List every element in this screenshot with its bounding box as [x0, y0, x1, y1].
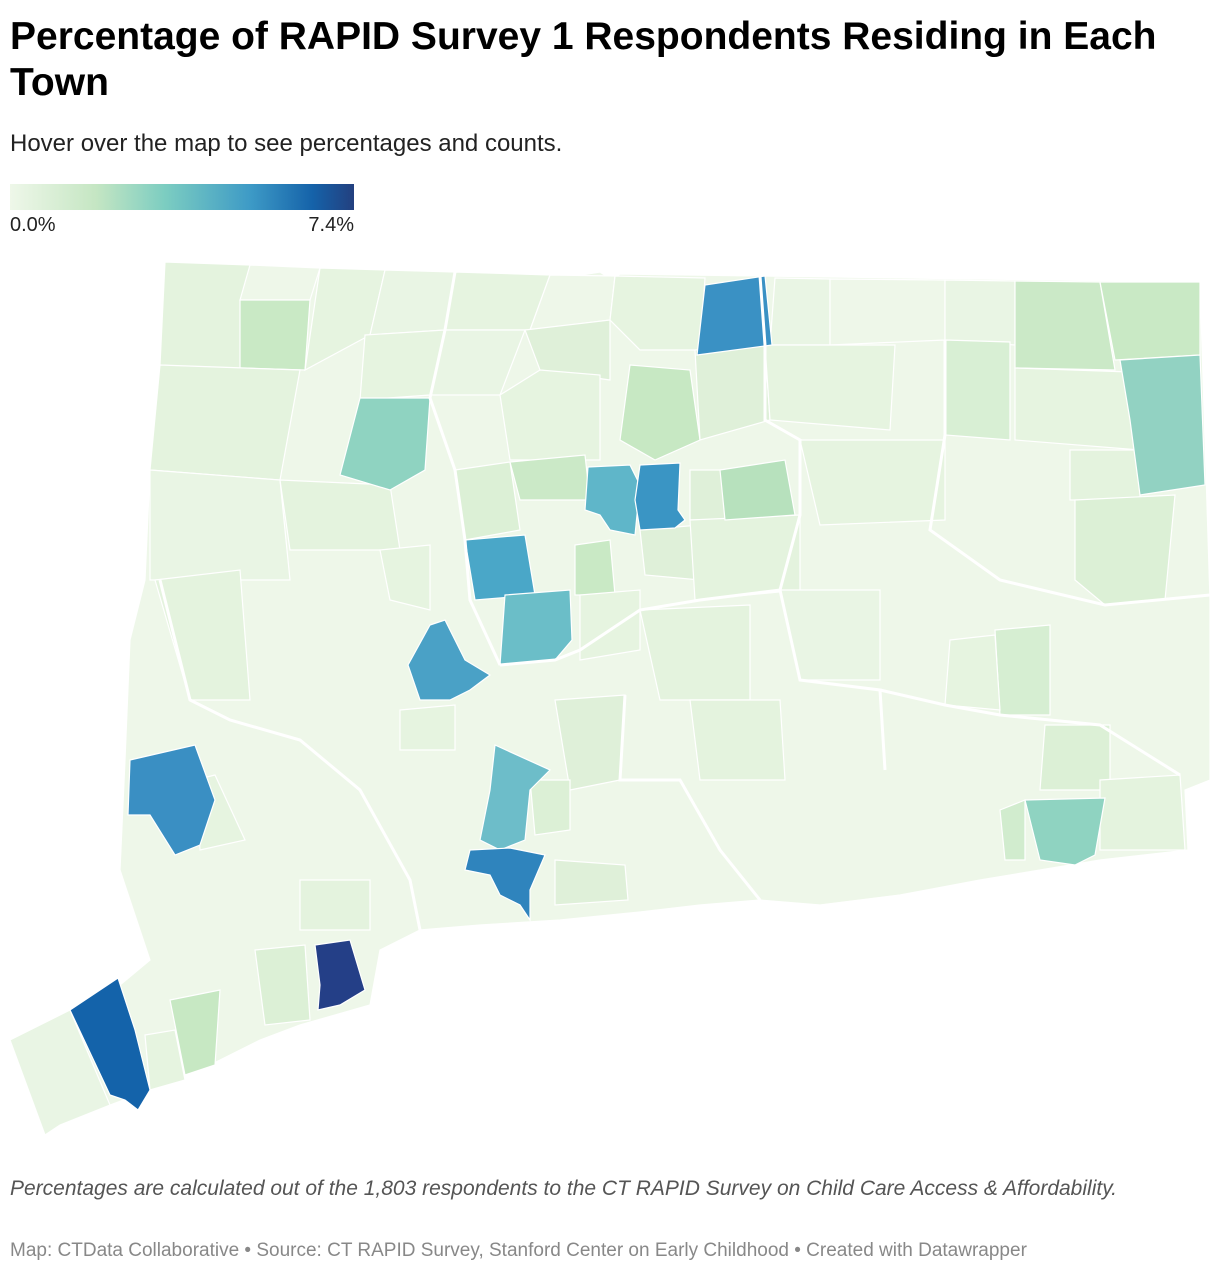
town-region[interactable] — [944, 279, 1016, 346]
town-hartford[interactable] — [634, 462, 686, 531]
town-new-london-area[interactable] — [1024, 797, 1106, 866]
town-region[interactable] — [509, 454, 591, 501]
town-region[interactable] — [639, 604, 751, 701]
town-region[interactable] — [169, 989, 221, 1076]
footnote: Percentages are calculated out of the 1,… — [10, 1177, 1117, 1200]
town-region[interactable] — [529, 779, 571, 836]
legend-min-label: 0.0% — [10, 214, 56, 236]
town-region[interactable] — [609, 275, 706, 351]
town-northeast[interactable] — [1119, 354, 1206, 496]
county-borders — [158, 271, 1211, 931]
town-region[interactable] — [769, 277, 831, 346]
connecticut-town-map[interactable] — [0, 250, 1220, 1150]
town-region[interactable] — [994, 624, 1051, 716]
town-bristol[interactable] — [464, 534, 536, 601]
legend-gradient-bar — [10, 184, 354, 210]
color-legend: 0.0% 7.4% — [10, 184, 354, 236]
town-simsbury-area[interactable] — [339, 397, 431, 491]
town-region[interactable] — [764, 344, 896, 431]
highlighted-towns — [69, 275, 1206, 1111]
town-region[interactable] — [144, 1029, 186, 1091]
town-region[interactable] — [1014, 280, 1116, 371]
town-region[interactable] — [579, 589, 641, 661]
town-region[interactable] — [279, 479, 401, 551]
town-region[interactable] — [159, 261, 251, 371]
town-region[interactable] — [1099, 774, 1186, 851]
town-danbury[interactable] — [127, 744, 216, 856]
town-bridgeport[interactable] — [314, 939, 366, 1011]
town-hartford-west[interactable] — [584, 464, 641, 536]
legend-labels: 0.0% 7.4% — [10, 210, 354, 236]
town-region[interactable] — [154, 569, 251, 701]
town-region[interactable] — [254, 944, 311, 1026]
town-meriden[interactable] — [479, 744, 552, 851]
town-region[interactable] — [619, 364, 701, 461]
town-region[interactable] — [379, 544, 431, 611]
legend-max-label: 7.4% — [308, 214, 354, 236]
town-region[interactable] — [689, 469, 726, 521]
town-region[interactable] — [524, 319, 611, 381]
town-region[interactable] — [1074, 494, 1176, 606]
town-region[interactable] — [944, 634, 1001, 711]
town-region[interactable] — [554, 859, 629, 906]
chart-subtitle: Hover over the map to see percentages an… — [10, 130, 563, 157]
town-waterbury[interactable] — [407, 619, 492, 701]
town-region[interactable] — [399, 704, 456, 751]
town-region[interactable] — [1099, 281, 1201, 361]
town-new-haven[interactable] — [464, 847, 546, 922]
town-region[interactable] — [149, 364, 301, 481]
town-region[interactable] — [299, 879, 371, 931]
town-region[interactable] — [149, 469, 291, 581]
town-region[interactable] — [239, 264, 321, 301]
town-region[interactable] — [944, 339, 1011, 441]
town-region[interactable] — [574, 539, 616, 596]
town-region[interactable] — [999, 799, 1026, 861]
town-region[interactable] — [239, 299, 311, 371]
town-tolland-area[interactable] — [719, 459, 796, 521]
town-region[interactable] — [9, 1009, 111, 1136]
town-region[interactable] — [369, 269, 456, 336]
town-region[interactable] — [689, 514, 801, 601]
town-region[interactable] — [499, 369, 601, 461]
town-stamford[interactable] — [69, 977, 151, 1111]
town-region[interactable] — [799, 439, 946, 526]
source-line: Map: CTData Collaborative • Source: CT R… — [10, 1240, 1027, 1261]
town-region[interactable] — [1014, 367, 1141, 451]
town-new-britain[interactable] — [499, 589, 573, 666]
town-enfield[interactable] — [696, 275, 773, 356]
town-region[interactable] — [689, 699, 786, 781]
chart-title: Percentage of RAPID Survey 1 Respondents… — [10, 15, 1157, 104]
town-grid — [9, 261, 1201, 1136]
town-region[interactable] — [829, 278, 946, 346]
town-region[interactable] — [1069, 449, 1141, 501]
